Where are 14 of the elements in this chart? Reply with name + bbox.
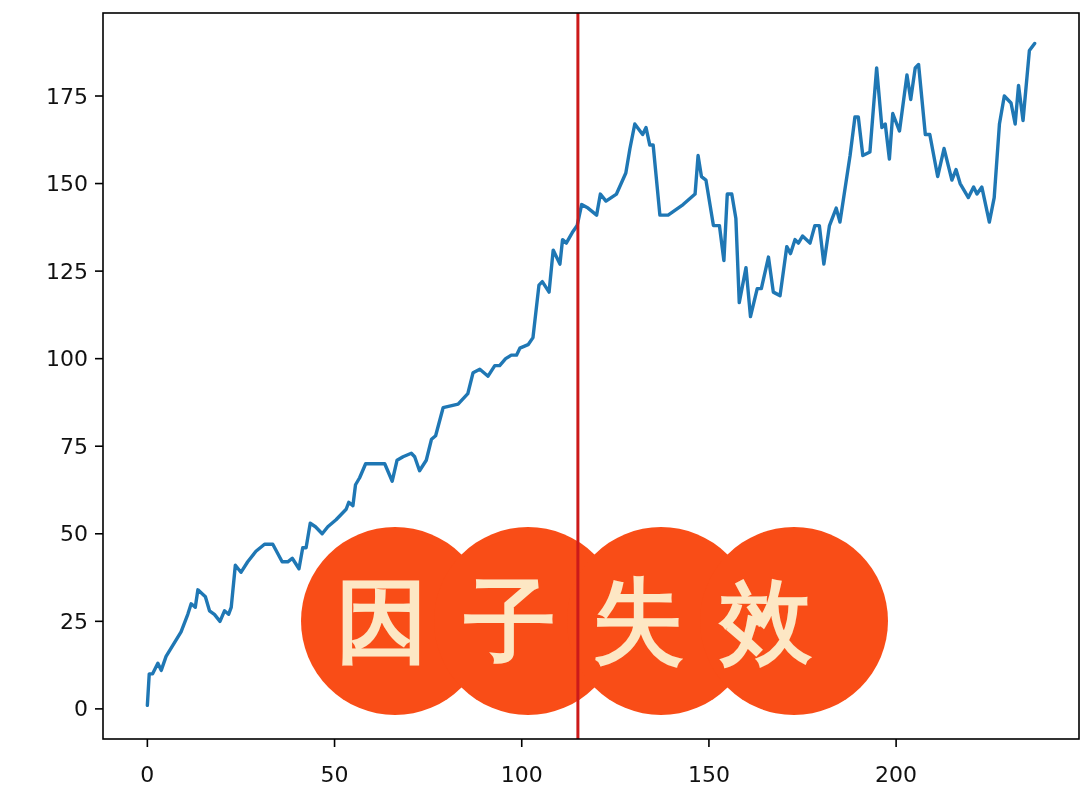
xtick-label: 150 [687,761,730,787]
xtick-label: 0 [140,761,155,787]
ytick-label: 125 [46,258,88,284]
ytick-label: 0 [74,696,88,722]
ytick-label: 175 [46,83,88,109]
annotation: 因子失效 [336,567,848,675]
ytick-label: 50 [60,521,88,547]
ytick-label: 25 [60,608,88,634]
ytick-label: 100 [46,346,88,372]
ytick-label: 150 [46,171,88,197]
xtick-label: 200 [875,761,918,787]
xtick-label: 100 [500,761,543,787]
xtick-label: 50 [320,761,349,787]
ytick-label: 75 [60,433,88,459]
